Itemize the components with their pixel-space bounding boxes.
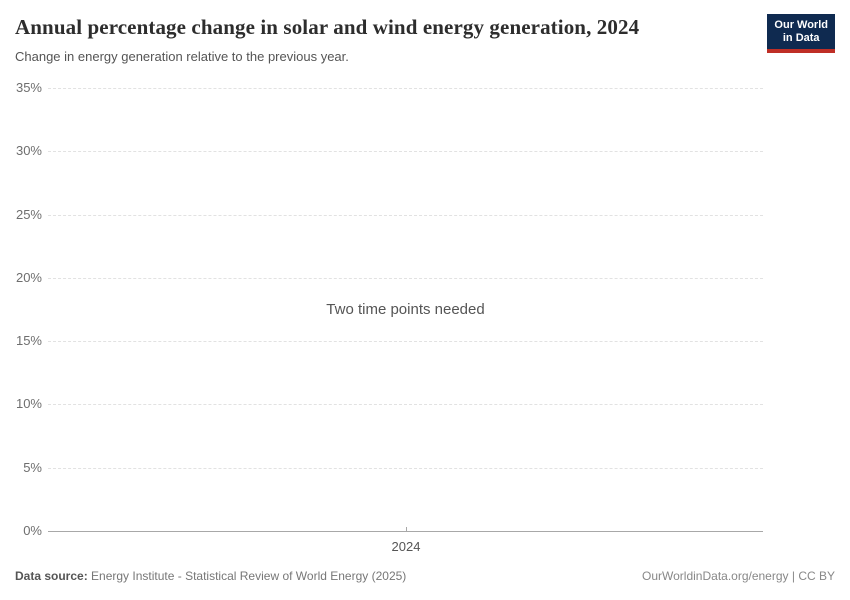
owid-logo[interactable]: Our World in Data — [767, 14, 835, 53]
y-tick-label: 10% — [15, 396, 42, 411]
gridline — [48, 468, 763, 469]
chart-subtitle: Change in energy generation relative to … — [15, 49, 349, 64]
gridline — [48, 278, 763, 279]
y-tick-label: 5% — [23, 460, 42, 475]
empty-state-message: Two time points needed — [326, 301, 485, 318]
data-source-label: Data source: — [15, 569, 88, 583]
y-tick-label: 30% — [15, 143, 42, 158]
owid-url-license-link[interactable]: OurWorldinData.org/energy | CC BY — [642, 569, 835, 583]
gridline — [48, 404, 763, 405]
owid-logo-line2: in Data — [782, 32, 820, 44]
y-tick-label: 20% — [15, 270, 42, 285]
y-tick-label: 35% — [15, 80, 42, 95]
x-axis-line — [48, 531, 763, 532]
owid-logo-line1: Our World — [774, 19, 828, 31]
gridline — [48, 151, 763, 152]
data-source-value: Energy Institute - Statistical Review of… — [87, 569, 407, 583]
chart-footer: Data source: Energy Institute - Statisti… — [15, 569, 835, 583]
gridline — [48, 341, 763, 342]
x-axis-tick — [406, 527, 407, 531]
data-source-note: Data source: Energy Institute - Statisti… — [15, 569, 406, 583]
gridline — [48, 215, 763, 216]
gridline — [48, 88, 763, 89]
y-tick-label: 25% — [15, 207, 42, 222]
chart-title: Annual percentage change in solar and wi… — [15, 15, 640, 39]
x-tick-label: 2024 — [391, 539, 421, 554]
y-tick-label: 0% — [23, 523, 42, 538]
y-tick-label: 15% — [15, 333, 42, 348]
